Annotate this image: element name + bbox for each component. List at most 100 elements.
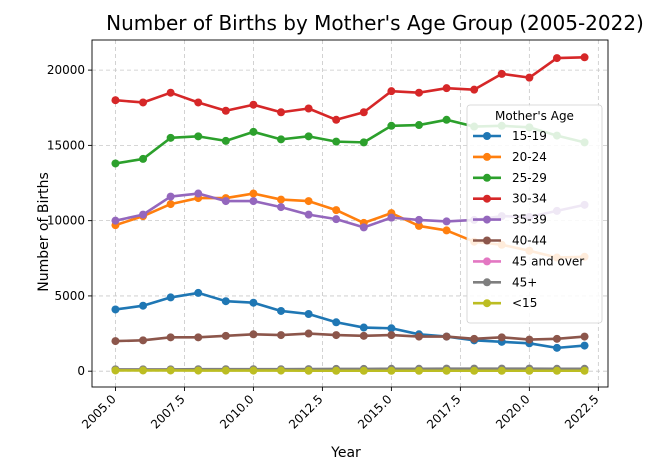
data-point — [277, 135, 286, 144]
data-point — [304, 197, 313, 206]
data-point — [194, 132, 203, 141]
data-point — [221, 366, 230, 375]
data-point — [552, 54, 561, 63]
legend-item: 25-29 — [473, 171, 547, 185]
legend-item: 20-24 — [473, 150, 547, 164]
data-point — [332, 366, 341, 375]
data-point — [497, 333, 506, 342]
data-point — [277, 108, 286, 117]
data-point — [166, 192, 175, 201]
legend-marker — [483, 215, 491, 224]
legend-marker — [483, 257, 491, 266]
data-point — [442, 366, 451, 375]
data-point — [304, 132, 313, 141]
data-point — [387, 87, 396, 96]
data-point — [249, 100, 258, 109]
series-8 — [111, 366, 589, 375]
chart-title: Number of Births by Mother's Age Group (… — [106, 11, 644, 35]
data-point — [221, 106, 230, 115]
data-point — [221, 197, 230, 206]
data-point — [166, 200, 175, 209]
data-point — [552, 343, 561, 352]
data-point — [166, 293, 175, 302]
data-point — [221, 136, 230, 145]
data-point — [359, 366, 368, 375]
data-point — [497, 69, 506, 78]
legend-label: 45+ — [512, 275, 537, 289]
data-point — [359, 223, 368, 232]
data-point — [139, 98, 148, 107]
data-point — [139, 210, 148, 219]
data-point — [249, 197, 258, 206]
data-point — [194, 366, 203, 375]
y-tick-label: 20000 — [47, 63, 85, 77]
data-point — [139, 366, 148, 375]
legend: Mother's Age 15-19 20-24 25-29 30-34 35-39 40-… — [466, 104, 603, 324]
data-point — [304, 366, 313, 375]
data-point — [359, 138, 368, 147]
data-point — [277, 366, 286, 375]
series-line — [115, 367, 585, 371]
data-point — [359, 323, 368, 332]
data-point — [139, 336, 148, 345]
data-point — [470, 366, 479, 375]
data-point — [387, 366, 396, 375]
data-point — [442, 84, 451, 93]
data-point — [166, 333, 175, 342]
data-point — [580, 341, 589, 350]
data-point — [166, 366, 175, 375]
data-point — [332, 318, 341, 327]
data-point — [249, 366, 258, 375]
legend-marker — [483, 278, 491, 287]
data-point — [525, 335, 534, 344]
data-point — [277, 203, 286, 212]
data-point — [304, 309, 313, 318]
legend-marker — [483, 194, 491, 203]
legend-item: 40-44 — [473, 234, 547, 248]
data-point — [580, 53, 589, 62]
data-point — [166, 88, 175, 97]
data-point — [166, 133, 175, 142]
axes-frame — [91, 39, 609, 388]
data-point — [111, 96, 120, 105]
data-point — [249, 298, 258, 307]
data-point — [304, 104, 313, 113]
legend-marker — [483, 299, 491, 308]
data-point — [359, 108, 368, 117]
data-point — [414, 88, 423, 97]
data-point — [525, 73, 534, 82]
legend-item: 15-19 — [473, 129, 547, 143]
data-point — [442, 217, 451, 226]
data-point — [552, 366, 561, 375]
data-point — [139, 154, 148, 163]
data-point — [111, 216, 120, 225]
series-line — [115, 332, 585, 343]
data-point — [194, 98, 203, 107]
data-point — [497, 366, 506, 375]
legend-label: 20-24 — [512, 150, 547, 164]
legend-item: <15 — [473, 296, 537, 310]
data-point — [249, 189, 258, 198]
data-point — [332, 115, 341, 124]
legend-label: 40-44 — [512, 234, 547, 248]
legend-item: 30-34 — [473, 192, 547, 206]
legend-item: 45+ — [473, 275, 537, 289]
y-tick-label: 10000 — [47, 214, 85, 228]
series-3 — [111, 53, 589, 124]
data-point — [414, 121, 423, 130]
data-point — [552, 334, 561, 343]
data-point — [111, 366, 120, 375]
data-point — [194, 288, 203, 297]
data-point — [580, 332, 589, 341]
data-point — [304, 329, 313, 338]
data-point — [332, 206, 341, 215]
data-point — [387, 213, 396, 222]
data-point — [332, 215, 341, 224]
data-point — [387, 324, 396, 333]
legend-marker — [483, 132, 491, 140]
data-point — [249, 127, 258, 136]
legend-item: 45 and over — [473, 254, 584, 268]
y-tick-label: 5000 — [54, 289, 85, 303]
data-point — [194, 333, 203, 342]
